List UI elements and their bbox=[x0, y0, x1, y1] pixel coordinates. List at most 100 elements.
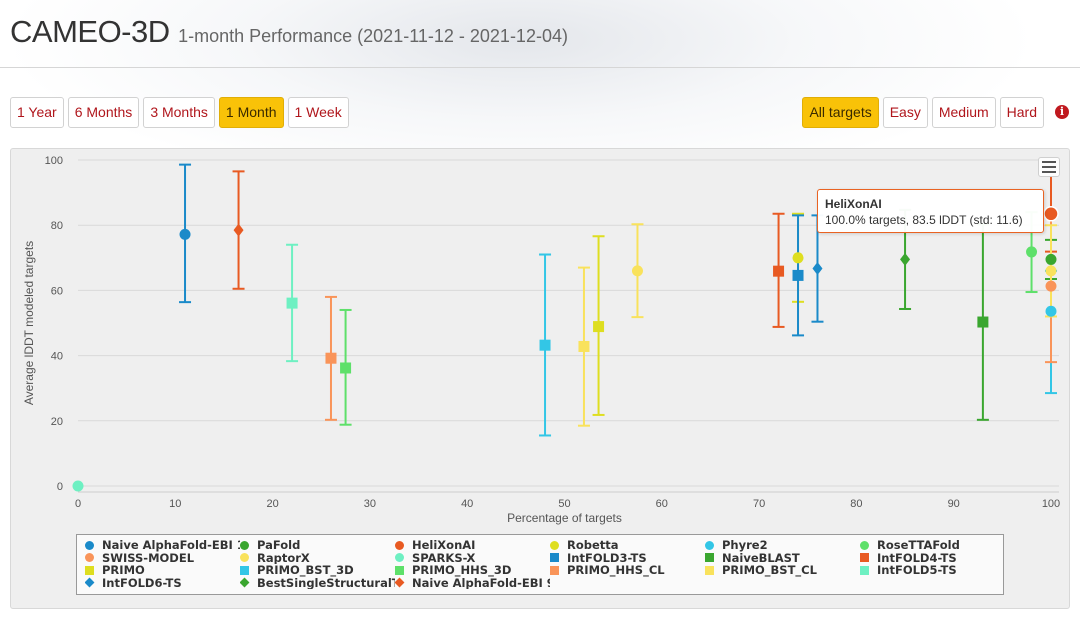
legend-item[interactable]: Robetta bbox=[550, 539, 705, 552]
circle-marker-icon bbox=[240, 540, 249, 550]
legend-label: IntFOLD3-TS bbox=[567, 551, 647, 564]
point-intfold3-ts bbox=[792, 269, 804, 281]
legend-item[interactable]: SPARKS-X bbox=[395, 552, 550, 565]
legend-item[interactable]: HeliXonAI bbox=[395, 539, 550, 552]
legend-item[interactable]: Naive AlphaFold-EBI 100 bbox=[85, 539, 240, 552]
circle-marker-icon bbox=[550, 540, 559, 550]
y-tick-label: 40 bbox=[51, 351, 63, 363]
hamburger-menu-icon[interactable] bbox=[1038, 157, 1060, 177]
square-marker-icon bbox=[860, 565, 869, 575]
x-tick-label: 0 bbox=[75, 498, 81, 510]
page-subtitle: 1-month Performance (2021-11-12 - 2021-1… bbox=[178, 26, 568, 46]
chart-legend: Naive AlphaFold-EBI 100 PaFold HeliXonAI Ro… bbox=[76, 534, 1004, 595]
period-button-1-year[interactable]: 1 Year bbox=[10, 97, 64, 128]
x-tick-label: 10 bbox=[169, 498, 181, 510]
legend-item[interactable]: IntFOLD6-TS bbox=[85, 577, 240, 590]
x-axis-title: Percentage of targets bbox=[507, 511, 622, 525]
period-button-1-month[interactable]: 1 Month bbox=[218, 97, 284, 128]
difficulty-button-all-targets[interactable]: All targets bbox=[802, 97, 879, 128]
point-swiss-model bbox=[1045, 280, 1057, 292]
point-robetta bbox=[792, 252, 804, 264]
legend-item[interactable]: IntFOLD4-TS bbox=[860, 552, 1015, 565]
diamond-marker-icon bbox=[85, 577, 95, 588]
x-tick-label: 60 bbox=[656, 498, 668, 510]
period-button-1-week[interactable]: 1 Week bbox=[287, 97, 349, 128]
x-tick-label: 20 bbox=[266, 498, 278, 510]
legend-label: SWISS-MODEL bbox=[102, 551, 195, 564]
period-button-3-months[interactable]: 3 Months bbox=[143, 97, 215, 128]
diamond-marker-icon bbox=[395, 577, 405, 588]
info-icon[interactable]: i bbox=[1055, 105, 1069, 119]
legend-item[interactable]: PRIMO_HHS_CL bbox=[550, 564, 705, 577]
circle-marker-icon bbox=[395, 553, 404, 563]
square-marker-icon bbox=[860, 553, 869, 563]
legend-item[interactable]: RoseTTAFold bbox=[860, 539, 1015, 552]
legend-label: PRIMO bbox=[102, 564, 145, 577]
square-marker-icon bbox=[85, 565, 94, 575]
square-marker-icon bbox=[240, 565, 249, 575]
legend-item[interactable]: PRIMO_BST_CL bbox=[705, 564, 860, 577]
page-title: CAMEO-3D bbox=[10, 14, 170, 49]
x-tick-label: 100 bbox=[1042, 498, 1060, 510]
point-intfold4-ts bbox=[773, 265, 785, 277]
legend-item[interactable]: RaptorX bbox=[240, 552, 395, 565]
point-helixonai bbox=[1043, 206, 1059, 222]
point-sparks-x bbox=[72, 480, 84, 492]
x-tick-label: 40 bbox=[461, 498, 473, 510]
y-tick-label: 60 bbox=[51, 285, 63, 297]
y-tick-label: 100 bbox=[45, 155, 63, 167]
point-intfold6-ts bbox=[812, 262, 823, 276]
tooltip-title: HeliXonAI bbox=[825, 197, 882, 211]
point-primo-bst-3d bbox=[539, 339, 551, 351]
difficulty-button-medium[interactable]: Medium bbox=[931, 97, 996, 128]
legend-item[interactable]: Phyre2 bbox=[705, 539, 860, 552]
point-pafold bbox=[1045, 253, 1057, 265]
point-raptorx bbox=[1045, 265, 1057, 277]
legend-label: Naive AlphaFold-EBI 90 bbox=[412, 576, 550, 589]
square-marker-icon bbox=[705, 565, 714, 575]
legend-label: Phyre2 bbox=[722, 539, 768, 552]
page-header: CAMEO-3D 1-month Performance (2021-11-12… bbox=[10, 14, 568, 50]
legend-label: PRIMO_HHS_3D bbox=[412, 564, 512, 577]
point-naive-alphafold-ebi-100 bbox=[179, 228, 191, 240]
legend-item[interactable]: SWISS-MODEL bbox=[85, 552, 240, 565]
y-axis-title: Average lDDT modeled targets bbox=[22, 241, 36, 405]
legend-label: HeliXonAI bbox=[412, 539, 476, 552]
legend-item[interactable]: Naive AlphaFold-EBI 90 bbox=[395, 577, 550, 590]
chart-panel: 0 20 40 60 80 100 0 10 20 30 40 50 60 70 80 90 100 Percen… bbox=[10, 148, 1070, 609]
legend-item[interactable]: PRIMO bbox=[85, 564, 240, 577]
point-primo-yellow bbox=[631, 265, 643, 277]
square-marker-icon bbox=[550, 553, 559, 563]
difficulty-button-hard[interactable]: Hard bbox=[999, 97, 1044, 128]
x-tick-label: 80 bbox=[850, 498, 862, 510]
legend-item[interactable]: PRIMO_BST_3D bbox=[240, 564, 395, 577]
legend-label: RoseTTAFold bbox=[877, 539, 960, 552]
legend-label: PaFold bbox=[257, 539, 301, 552]
period-button-6-months[interactable]: 6 Months bbox=[67, 97, 140, 128]
legend-item[interactable]: PRIMO_HHS_3D bbox=[395, 564, 550, 577]
square-marker-icon bbox=[705, 553, 714, 563]
difficulty-button-easy[interactable]: Easy bbox=[882, 97, 928, 128]
legend-label: BestSingleStructuralTe... bbox=[257, 576, 395, 589]
period-selector: 1 Year 6 Months 3 Months 1 Month 1 Week bbox=[10, 97, 349, 128]
legend-item[interactable]: PaFold bbox=[240, 539, 395, 552]
y-tick-label: 20 bbox=[51, 416, 63, 428]
legend-item[interactable]: BestSingleStructuralTe... bbox=[240, 577, 395, 590]
legend-label: RaptorX bbox=[257, 551, 310, 564]
circle-marker-icon bbox=[395, 540, 404, 550]
legend-label: Naive AlphaFold-EBI 100 bbox=[102, 539, 240, 552]
legend-label: Robetta bbox=[567, 539, 619, 552]
circle-marker-icon bbox=[85, 540, 94, 550]
point-phyre2 bbox=[1045, 305, 1057, 317]
legend-item[interactable]: IntFOLD5-TS bbox=[860, 564, 1015, 577]
tooltip-text: 100.0% targets, 83.5 lDDT (std: 11.6) bbox=[825, 213, 1023, 227]
legend-item[interactable]: NaiveBLAST bbox=[705, 552, 860, 565]
point-rosettafold bbox=[1026, 246, 1038, 258]
legend-item[interactable]: IntFOLD3-TS bbox=[550, 552, 705, 565]
point-bestsinglestructuralte bbox=[900, 252, 911, 266]
point-primo-bst-cl bbox=[578, 340, 590, 352]
legend-label: SPARKS-X bbox=[412, 551, 476, 564]
legend-label: PRIMO_BST_CL bbox=[722, 564, 817, 577]
x-tick-label: 30 bbox=[364, 498, 376, 510]
point-intfold5-ts bbox=[286, 297, 298, 309]
